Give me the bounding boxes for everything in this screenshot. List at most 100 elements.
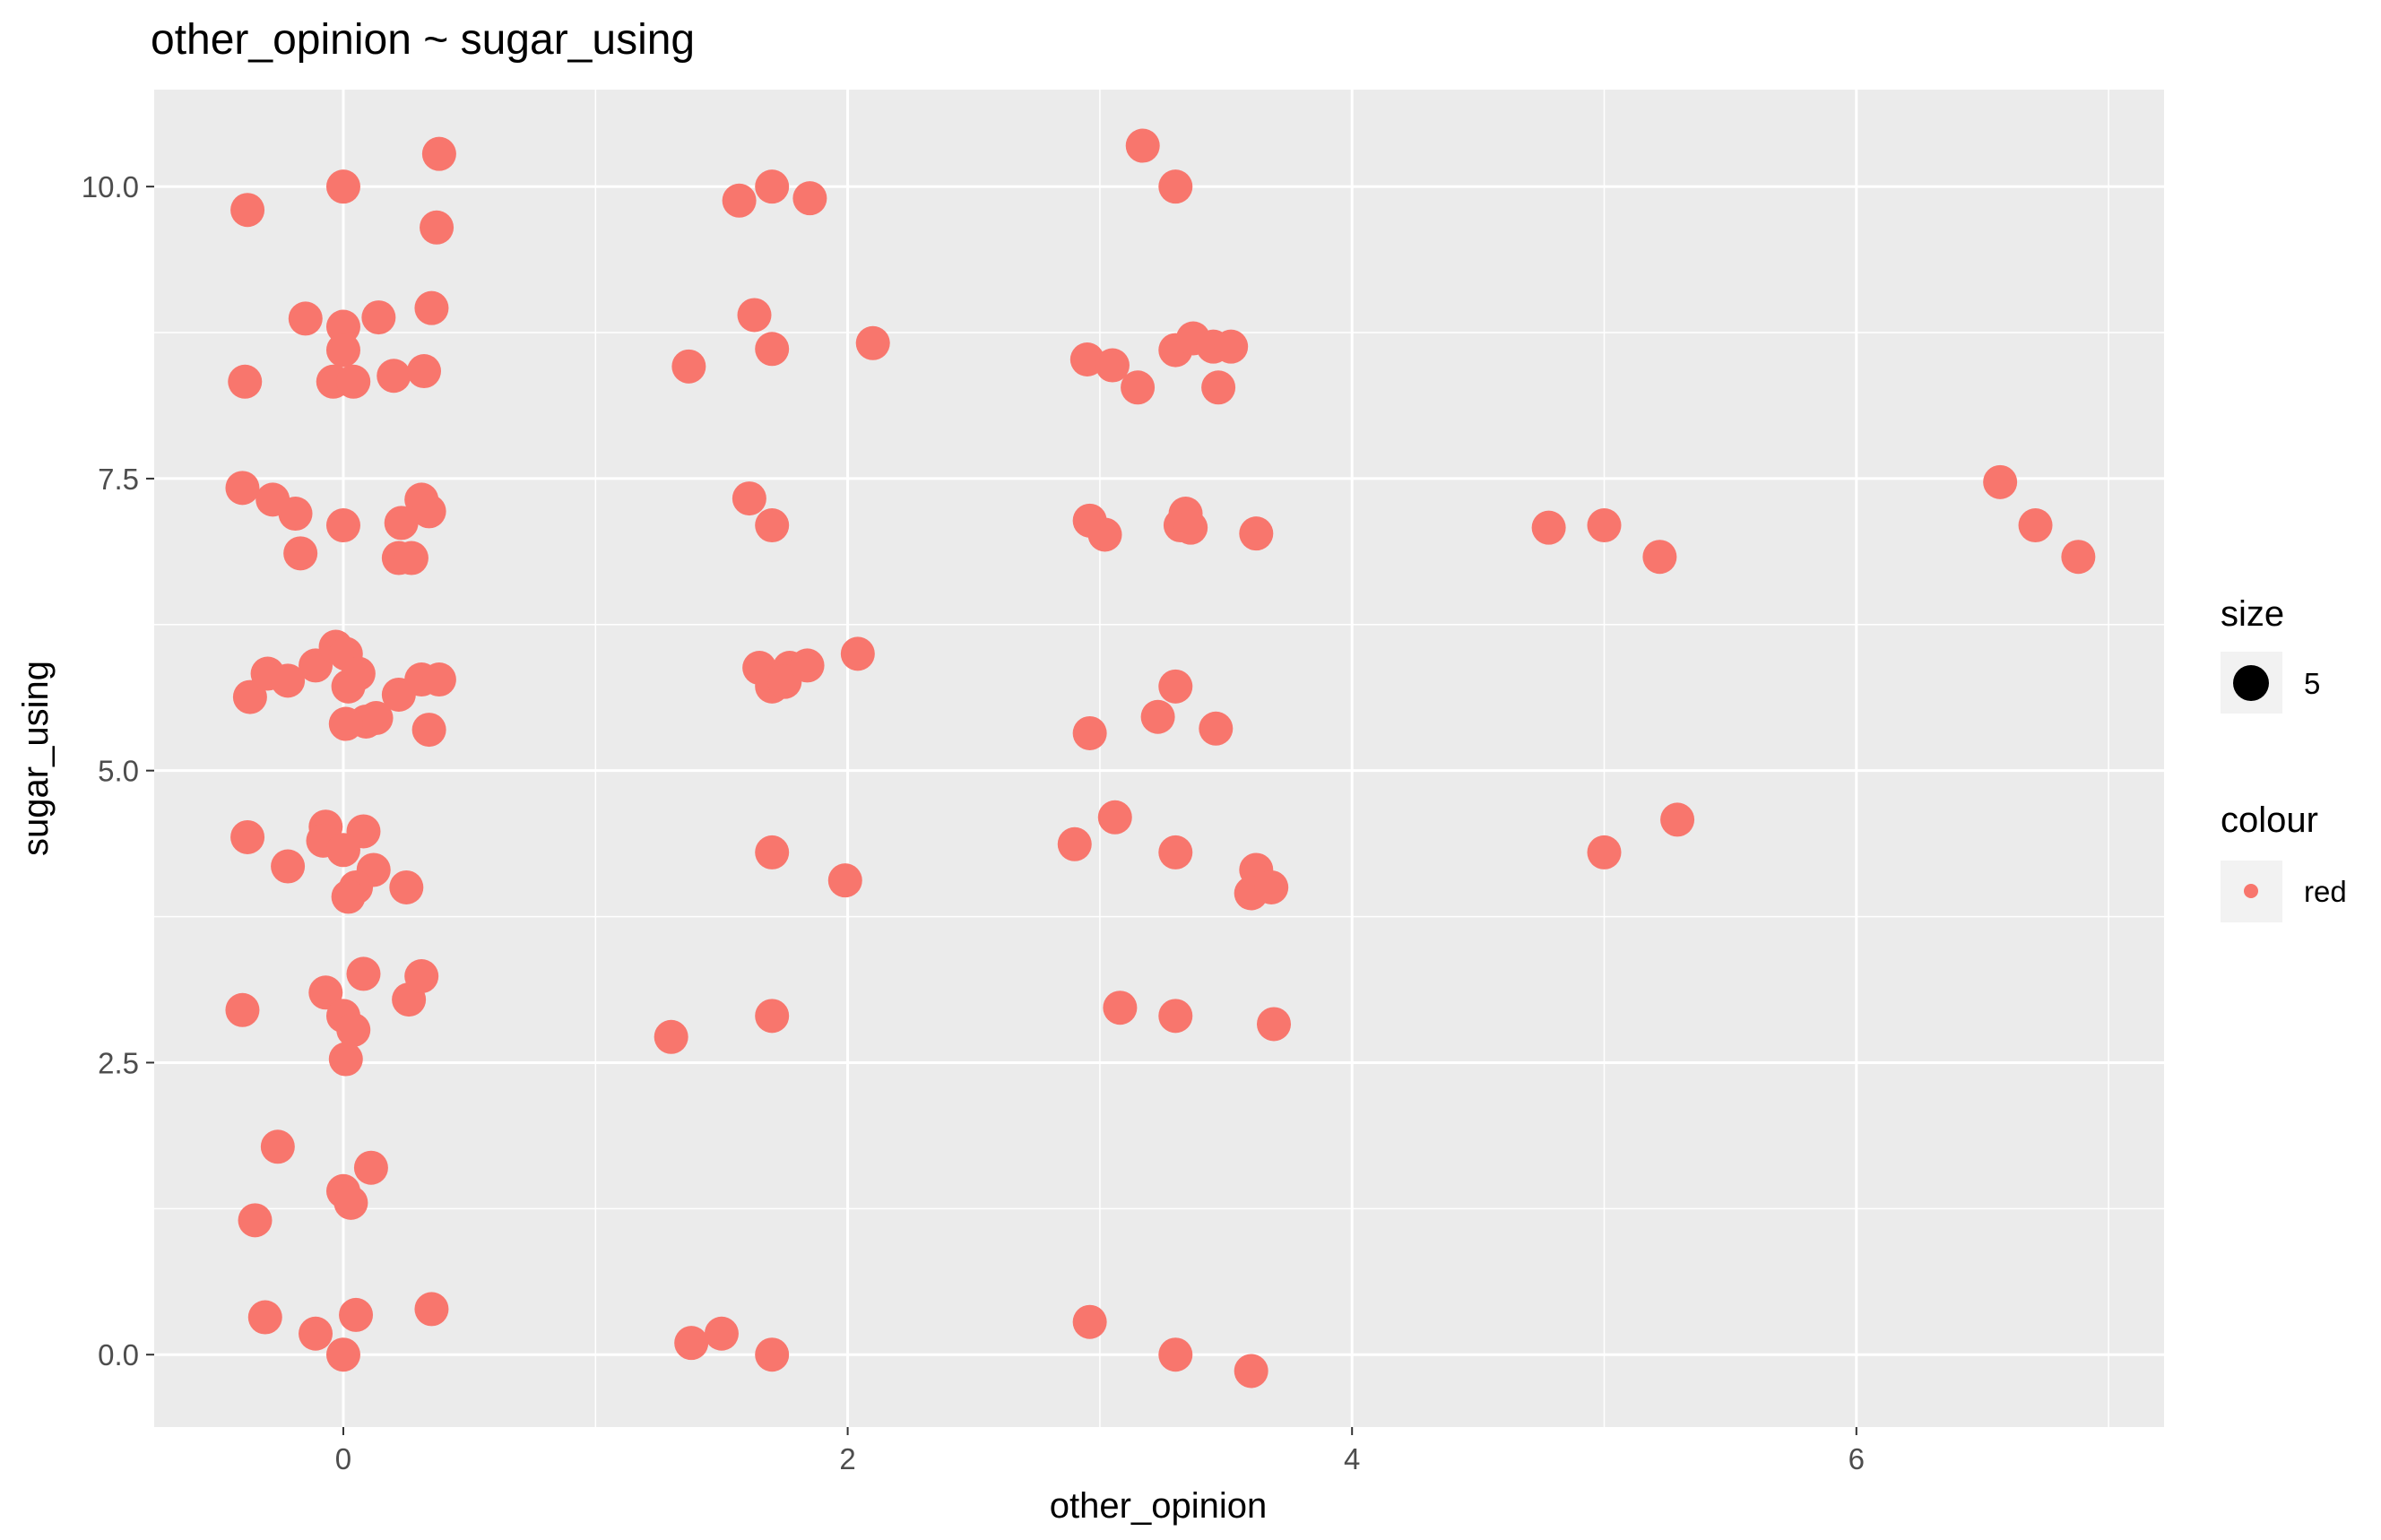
legend-size-label: 5 <box>2304 667 2320 700</box>
data-point <box>411 713 446 748</box>
y-axis-title: sugar_using <box>16 661 56 856</box>
data-point <box>420 210 455 245</box>
data-point <box>1256 1007 1291 1042</box>
data-point <box>1097 800 1132 835</box>
data-point <box>1072 1304 1107 1339</box>
data-point <box>328 1042 363 1077</box>
data-point <box>1072 715 1107 750</box>
legend-colour-title: colour <box>2221 800 2318 840</box>
data-point <box>840 636 875 671</box>
data-point <box>755 169 790 204</box>
data-point <box>755 1337 790 1372</box>
data-point <box>406 354 441 389</box>
data-point <box>827 863 862 898</box>
y-tick-label: 10.0 <box>82 170 139 203</box>
data-point <box>346 956 381 991</box>
data-point <box>722 183 757 218</box>
legend: size 5 colour red <box>2221 594 2347 922</box>
data-point <box>1173 510 1208 545</box>
data-point <box>325 333 360 368</box>
data-point <box>377 359 411 394</box>
data-point <box>283 536 318 571</box>
legend-colour-label: red <box>2304 875 2347 908</box>
data-point <box>792 181 827 216</box>
data-point <box>361 300 396 335</box>
data-point <box>1057 826 1092 861</box>
x-axis-ticks: 0 2 4 6 <box>335 1427 1865 1475</box>
data-point <box>333 1185 368 1220</box>
plot-panel <box>154 90 2164 1427</box>
data-point <box>704 1316 739 1351</box>
data-point <box>674 1326 709 1361</box>
data-point <box>288 301 323 336</box>
data-point <box>737 298 772 333</box>
data-point <box>790 648 825 683</box>
data-point <box>414 290 449 325</box>
data-point <box>1158 1337 1193 1372</box>
data-point <box>271 663 306 698</box>
data-point <box>325 309 360 344</box>
data-point <box>1254 869 1289 904</box>
data-point <box>1239 516 1274 551</box>
chart-title: other_opinion ~ sugar_using <box>151 16 695 64</box>
data-point <box>1158 669 1193 704</box>
data-point <box>1587 508 1622 543</box>
data-point <box>228 364 263 399</box>
x-tick-label: 2 <box>839 1442 855 1475</box>
data-point <box>384 506 419 541</box>
data-point <box>755 835 790 869</box>
data-point <box>325 1337 360 1372</box>
data-point <box>325 508 360 543</box>
data-point <box>2061 540 2096 575</box>
data-point <box>353 1150 388 1185</box>
data-point <box>389 869 424 904</box>
data-point <box>230 819 265 854</box>
data-point <box>328 706 363 741</box>
y-tick-label: 0.0 <box>98 1338 139 1371</box>
data-point <box>1201 370 1236 405</box>
y-tick-label: 5.0 <box>98 755 139 788</box>
data-point <box>855 325 890 360</box>
data-point <box>230 193 265 228</box>
data-point <box>421 136 456 171</box>
data-point <box>1531 510 1566 545</box>
data-point <box>325 169 360 204</box>
data-point <box>755 332 790 367</box>
data-point <box>1121 370 1156 405</box>
data-point <box>414 1292 449 1327</box>
data-point <box>331 879 366 914</box>
data-point <box>755 508 790 543</box>
data-point <box>238 1203 273 1238</box>
data-point <box>1983 464 2018 499</box>
data-point <box>331 669 366 704</box>
data-point <box>339 1297 374 1332</box>
legend-size-dot <box>2233 665 2269 701</box>
data-point <box>755 999 790 1034</box>
data-points <box>225 128 2096 1389</box>
data-point <box>654 1019 688 1054</box>
data-point <box>1140 699 1175 734</box>
y-axis-ticks: 0.0 2.5 5.0 7.5 10.0 <box>82 170 154 1371</box>
x-tick-label: 0 <box>335 1442 351 1475</box>
data-point <box>1087 517 1122 552</box>
data-point <box>247 1300 282 1335</box>
data-point <box>232 679 267 714</box>
legend-size-title: size <box>2221 594 2284 634</box>
data-point <box>278 497 313 532</box>
data-point <box>732 481 766 516</box>
legend-colour-dot <box>2244 884 2258 898</box>
data-point <box>1158 169 1193 204</box>
data-point <box>394 541 429 575</box>
data-point <box>1587 835 1622 869</box>
data-point <box>1095 348 1130 383</box>
data-point <box>404 959 439 994</box>
data-point <box>1214 329 1249 364</box>
data-point <box>225 471 260 506</box>
y-tick-label: 7.5 <box>98 463 139 496</box>
data-point <box>1158 999 1193 1034</box>
x-axis-title: other_opinion <box>1050 1486 1267 1526</box>
x-tick-label: 6 <box>1849 1442 1865 1475</box>
y-tick-label: 2.5 <box>98 1046 139 1079</box>
data-point <box>325 833 360 868</box>
